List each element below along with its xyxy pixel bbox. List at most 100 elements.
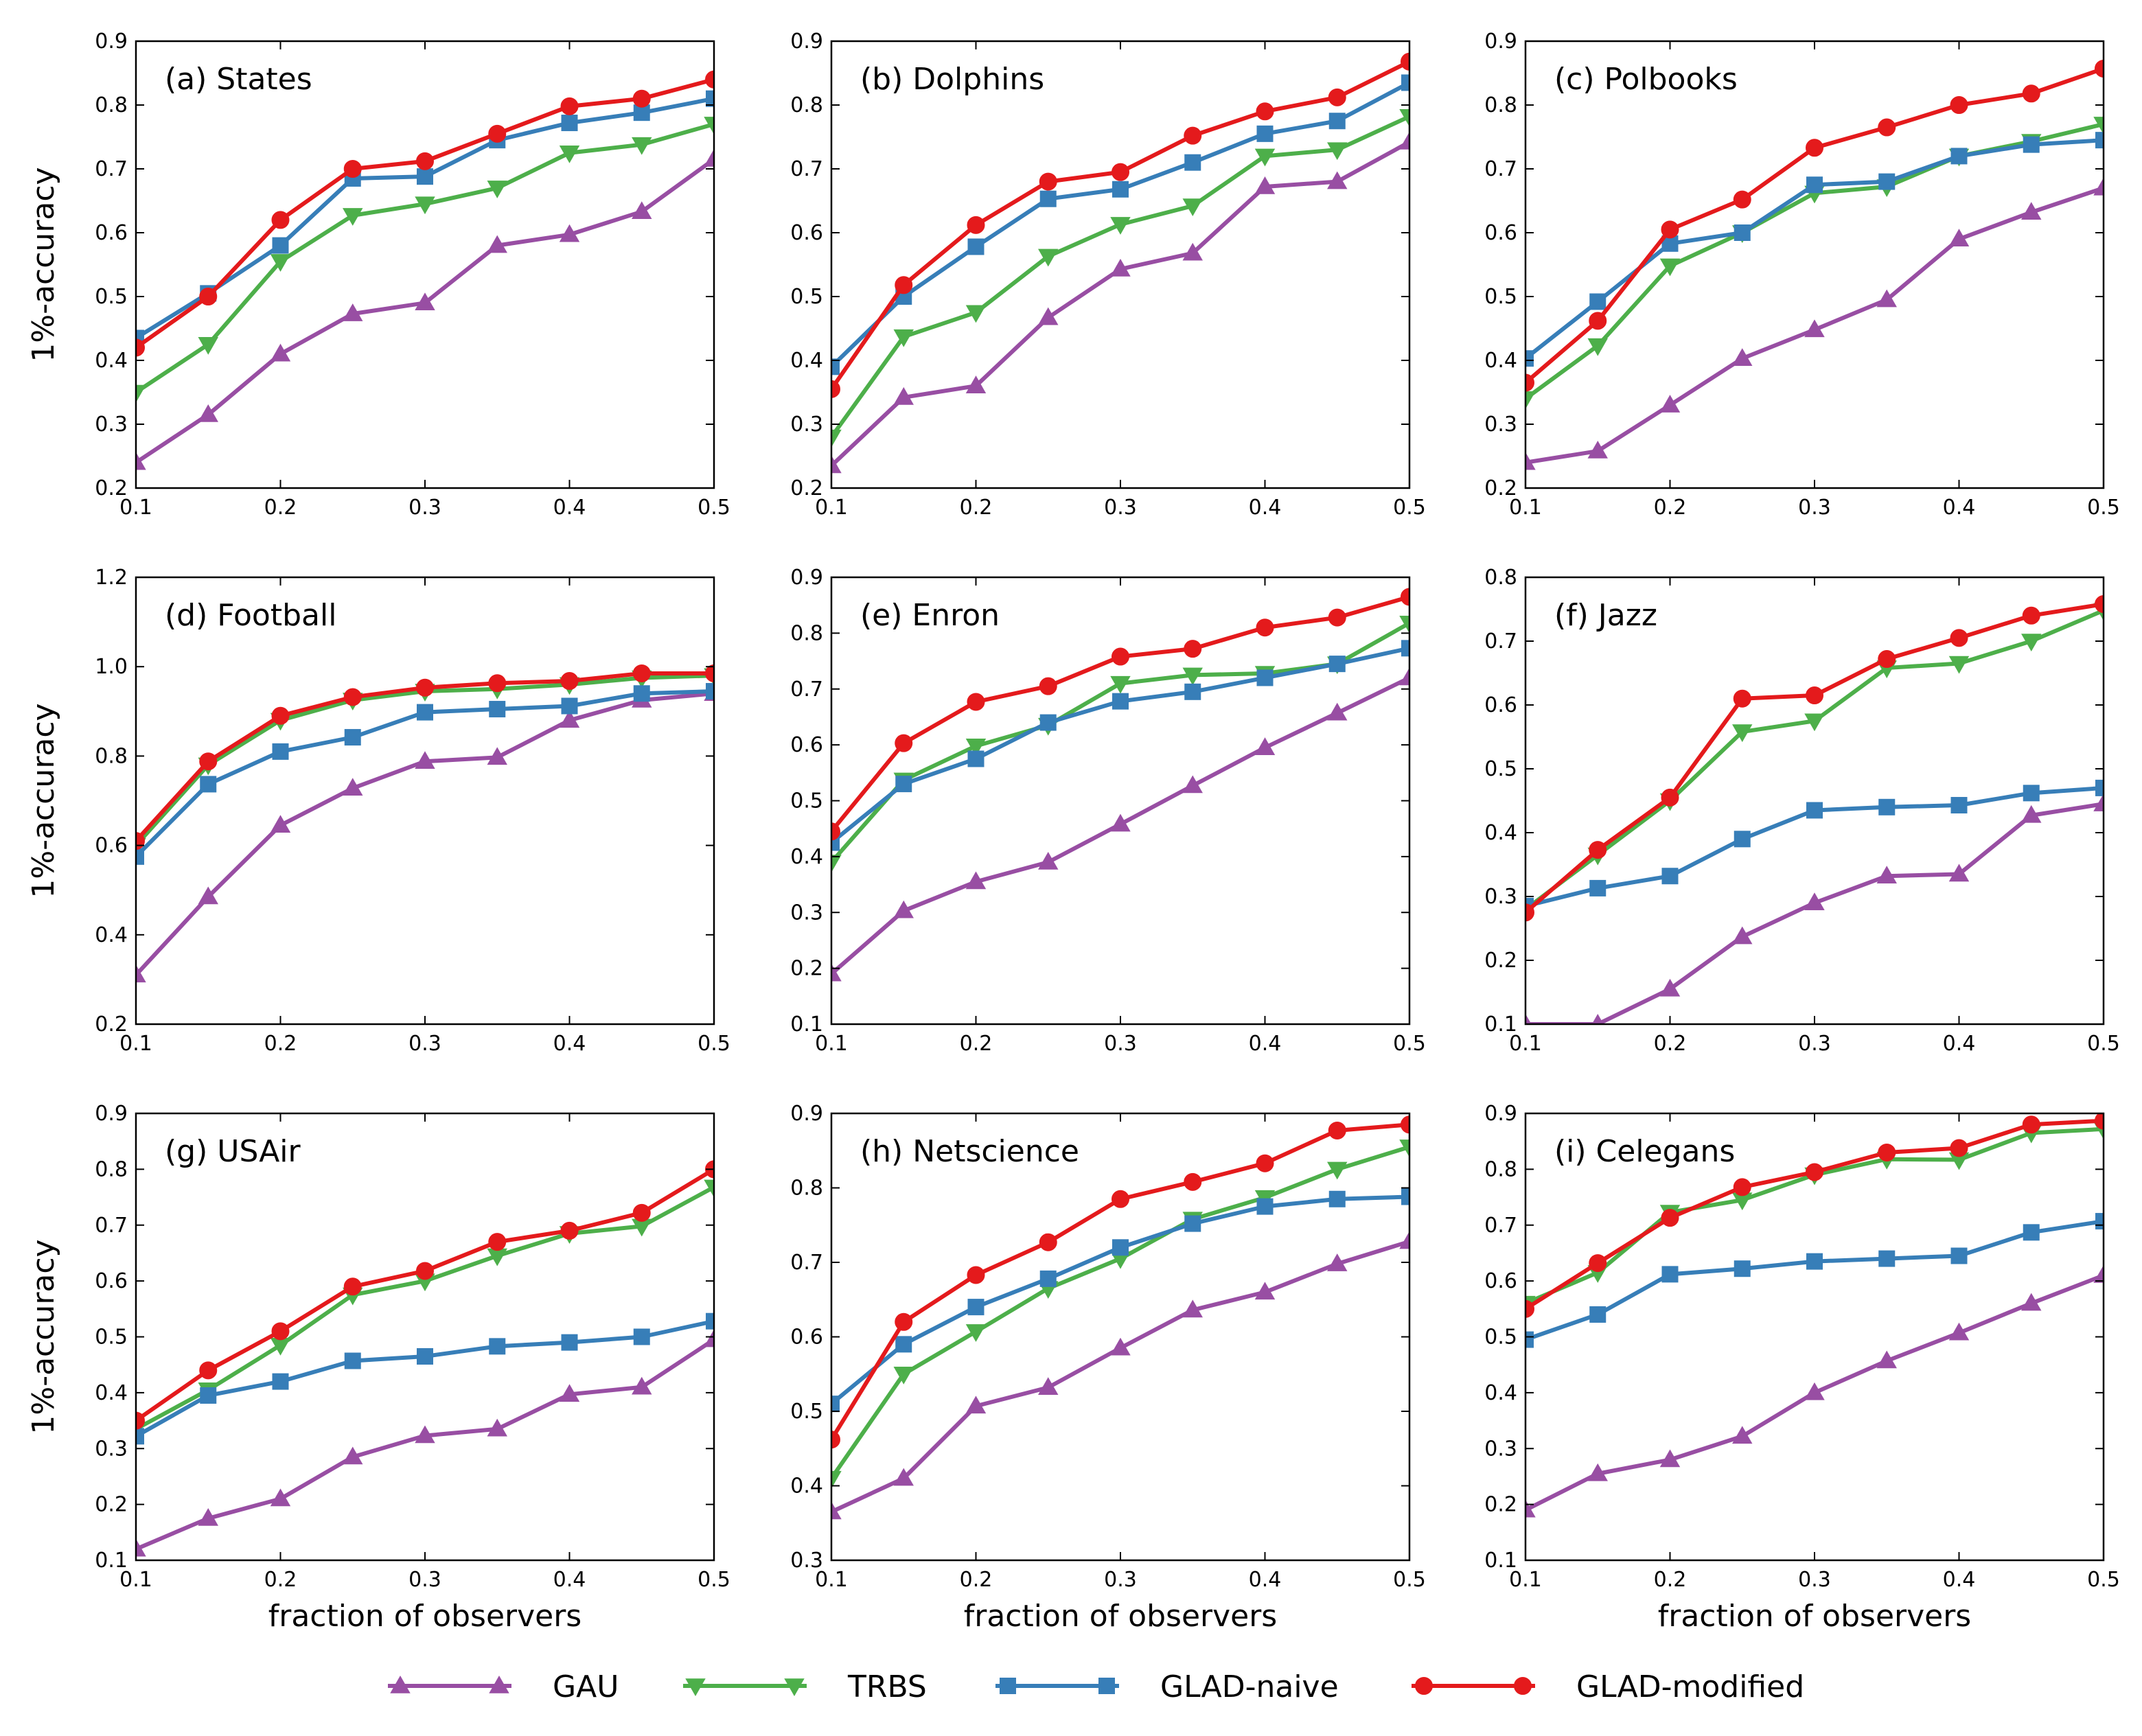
data-point-trbs — [1587, 338, 1608, 356]
data-point-glad-modified — [705, 664, 714, 682]
panel-title: (c) Polbooks — [1554, 62, 1738, 97]
data-point-gau — [1182, 775, 1203, 794]
data-point-glad-modified — [1525, 373, 1534, 392]
data-point-trbs — [270, 254, 291, 272]
data-point-glad-modified — [1661, 220, 1679, 239]
y-tick-label: 0.6 — [790, 733, 823, 757]
y-tick-label: 0.8 — [1484, 566, 1517, 590]
panel-title: (g) USAir — [165, 1134, 301, 1169]
data-point-glad-modified — [1328, 608, 1346, 627]
data-point-trbs — [1182, 198, 1203, 216]
y-tick-label: 0.8 — [95, 1157, 128, 1181]
data-point-gau — [198, 404, 218, 422]
data-point-glad-naive — [417, 168, 433, 185]
data-point-trbs — [1399, 615, 1409, 634]
y-tick-label: 0.2 — [95, 1012, 128, 1037]
data-point-trbs — [965, 1324, 987, 1342]
data-point-gau — [1587, 441, 1608, 459]
data-point-trbs — [965, 305, 987, 323]
data-point-glad-modified — [1112, 1190, 1129, 1208]
data-point-trbs — [1948, 656, 1970, 674]
data-point-gau — [1804, 892, 1825, 911]
plot-area — [1525, 1113, 2104, 1518]
y-tick-label: 0.5 — [790, 1400, 823, 1424]
data-point-trbs — [831, 1470, 842, 1489]
data-point-glad-naive — [633, 1328, 650, 1345]
data-point-glad-naive — [831, 834, 840, 851]
data-point-glad-modified — [1525, 903, 1534, 922]
y-tick-label: 0.8 — [1484, 93, 1517, 117]
y-tick-label: 0.4 — [790, 349, 823, 373]
y-tick-label: 0.1 — [1484, 1012, 1517, 1037]
data-point-trbs — [1038, 248, 1059, 267]
x-tick-label: 0.4 — [1943, 496, 1976, 520]
y-tick-label: 0.8 — [790, 93, 823, 117]
x-tick-label: 0.2 — [960, 1032, 993, 1056]
data-point-glad-naive — [831, 1396, 840, 1413]
y-tick-label: 1.0 — [95, 655, 128, 679]
data-point-trbs — [1659, 258, 1681, 277]
data-point-glad-modified — [1878, 650, 1896, 669]
data-point-glad-naive — [136, 1428, 144, 1445]
x-tick-label: 0.1 — [1509, 1568, 1542, 1592]
x-axis-label: fraction of observers — [1658, 1599, 1971, 1634]
y-tick-label: 0.4 — [95, 923, 128, 947]
legend-label: GAU — [553, 1669, 619, 1704]
data-point-gau — [1948, 1322, 1970, 1341]
data-point-glad-modified — [343, 688, 362, 706]
y-tick-label: 0.4 — [790, 845, 823, 869]
y-tick-label: 0.2 — [1484, 1493, 1517, 1517]
data-point-gau — [1254, 737, 1276, 755]
data-point-trbs — [559, 146, 580, 163]
data-point-glad-naive — [136, 329, 144, 347]
data-point-glad-naive — [1734, 224, 1751, 241]
data-point-glad-naive — [1525, 350, 1534, 367]
x-tick-label: 0.3 — [408, 496, 441, 520]
data-point-gau — [1110, 1337, 1131, 1356]
y-tick-label: 0.2 — [790, 957, 823, 981]
data-point-gau — [1110, 813, 1131, 832]
y-tick-label: 0.6 — [1484, 221, 1517, 245]
data-point-gau — [198, 886, 218, 905]
data-point-gau — [1804, 319, 1825, 338]
axes-frame — [135, 40, 715, 489]
data-point-glad-modified — [1950, 629, 1968, 647]
x-tick-label: 0.5 — [2087, 496, 2120, 520]
y-tick-label: 0.5 — [95, 285, 128, 309]
data-point-trbs — [1110, 675, 1131, 694]
data-point-glad-modified — [895, 734, 913, 752]
data-point-glad-modified — [1806, 686, 1823, 705]
data-point-gau — [965, 1396, 987, 1414]
data-point-trbs — [487, 181, 507, 198]
panel-title: (b) Dolphins — [860, 62, 1044, 97]
data-point-glad-modified — [1401, 588, 1409, 606]
data-point-glad-modified — [416, 678, 434, 697]
data-point-gau — [831, 1501, 842, 1520]
data-point-glad-naive — [895, 776, 912, 793]
data-point-glad-naive — [561, 697, 578, 715]
y-tick-label: 0.8 — [95, 93, 128, 117]
y-tick-label: 0.8 — [1484, 1157, 1517, 1181]
y-tick-label: 0.3 — [1484, 413, 1517, 437]
data-point-gau — [2093, 177, 2104, 196]
data-point-gau — [343, 778, 363, 796]
data-point-gau — [343, 303, 363, 321]
data-point-glad-modified — [271, 706, 290, 725]
data-point-trbs — [1327, 142, 1348, 161]
data-point-gau — [1659, 978, 1681, 997]
data-point-glad-naive — [417, 704, 433, 721]
data-point-glad-naive — [967, 238, 984, 255]
y-tick-label: 0.7 — [790, 157, 823, 181]
data-point-gau — [487, 1418, 507, 1437]
x-tick-label: 0.2 — [1654, 1568, 1687, 1592]
panel-title: (d) Football — [165, 598, 336, 633]
data-point-glad-naive — [1256, 125, 1274, 142]
x-tick-label: 0.3 — [408, 1568, 441, 1592]
data-point-glad-modified — [967, 1266, 985, 1284]
data-point-glad-modified — [831, 380, 840, 398]
data-point-glad-naive — [2023, 136, 2040, 153]
data-point-glad-modified — [1256, 1154, 1274, 1172]
data-point-gau — [2093, 1264, 2104, 1283]
data-point-glad-naive — [967, 750, 984, 767]
x-axis-label: fraction of observers — [964, 1599, 1277, 1634]
